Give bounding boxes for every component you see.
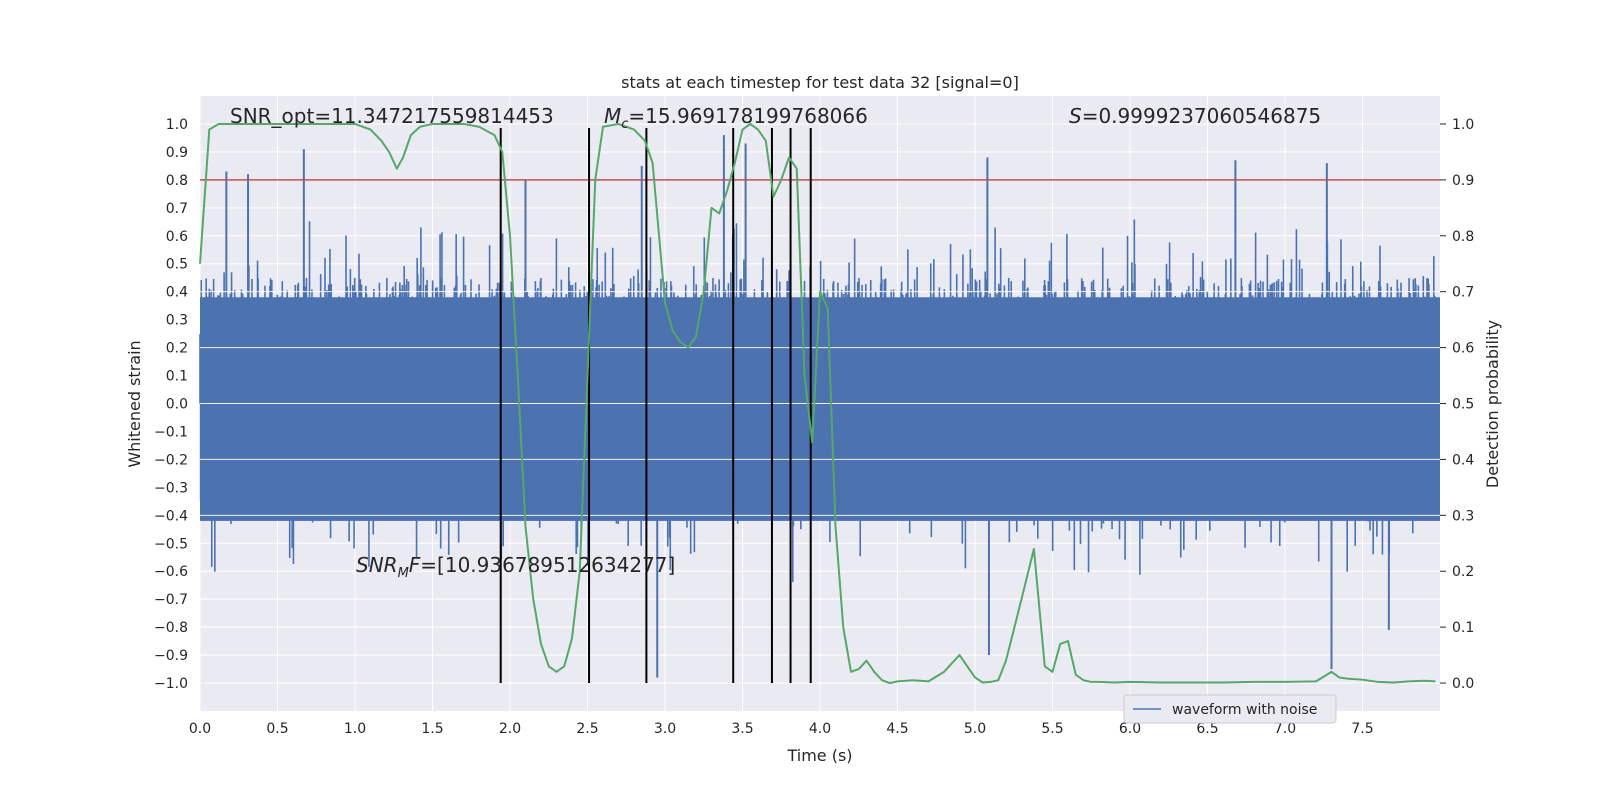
y-tick-label: 0.7 bbox=[166, 201, 188, 217]
y-tick-label: −0.9 bbox=[154, 648, 188, 664]
x-tick-label: 1.5 bbox=[421, 721, 443, 737]
x-tick-label: 0.0 bbox=[189, 721, 211, 737]
y-tick-label: 0.5 bbox=[166, 257, 188, 273]
y2-axis-ticks: 1.0 0.9 0.8 0.7 0.6 0.5 0.4 0.3 0.2 0.1 0.0 bbox=[1440, 117, 1474, 692]
y-tick-label: −0.5 bbox=[154, 536, 188, 552]
y-tick-label: −0.4 bbox=[154, 508, 188, 524]
y-tick-label: −0.3 bbox=[154, 480, 188, 496]
y-tick-label: −0.2 bbox=[154, 452, 188, 468]
snr-mf-annotation: SNRMF=[10.936789512634277] bbox=[356, 553, 675, 581]
y2-tick-label: 0.7 bbox=[1452, 285, 1474, 301]
y-tick-label: −1.0 bbox=[154, 676, 188, 692]
vertical-markers bbox=[499, 127, 812, 684]
x-axis-ticks: 0.0 0.5 1.0 1.5 2.0 2.5 3.0 3.5 4.0 4.5 5.0 5.5 6.0 6… bbox=[189, 721, 1374, 737]
y-tick-label: 0.8 bbox=[166, 173, 188, 189]
legend-label-waveform: waveform with noise bbox=[1172, 702, 1317, 718]
snr-mf-subscript: M bbox=[398, 566, 409, 581]
snr-mf-prefix: SNR bbox=[356, 553, 398, 577]
x-tick-label: 6.5 bbox=[1196, 721, 1218, 737]
waveform-trace bbox=[199, 219, 1438, 583]
y-tick-label: 0.2 bbox=[166, 341, 188, 357]
mc-value: =15.969178199768066 bbox=[628, 104, 867, 128]
x-tick-label: 2.5 bbox=[576, 721, 598, 737]
x-tick-label: 0.5 bbox=[266, 721, 288, 737]
x-tick-label: 7.5 bbox=[1351, 721, 1373, 737]
s-annotation: S=0.9999237060546875 bbox=[1069, 104, 1321, 128]
y2-tick-label: 1.0 bbox=[1452, 117, 1474, 133]
x-tick-label: 7.0 bbox=[1274, 721, 1296, 737]
y2-tick-label: 0.2 bbox=[1452, 564, 1474, 580]
mc-subscript: c bbox=[621, 117, 628, 132]
y-tick-label: 0.6 bbox=[166, 229, 188, 245]
x-tick-label: 1.0 bbox=[344, 721, 366, 737]
y-tick-label: 0.9 bbox=[166, 145, 188, 161]
snr-mf-value: =[10.936789512634277] bbox=[420, 553, 675, 577]
x-tick-label: 3.0 bbox=[654, 721, 676, 737]
snr-opt-annotation: SNR_opt=11.347217559814453 bbox=[230, 104, 554, 128]
legend: waveform with noise bbox=[1123, 694, 1337, 724]
mc-annotation: Mc=15.969178199768066 bbox=[604, 104, 868, 132]
chart-title: stats at each timestep for test data 32 … bbox=[621, 73, 1019, 92]
y-tick-label: 0.1 bbox=[166, 369, 188, 385]
y2-axis-label: Detection probability bbox=[1483, 320, 1502, 488]
s-prefix: S bbox=[1069, 104, 1082, 128]
y-tick-label: −0.6 bbox=[154, 564, 188, 580]
y-axis-ticks: 1.0 0.9 0.8 0.7 0.6 0.5 0.4 0.3 0.2 0.1 0.0 −0.1 −0.… bbox=[154, 117, 188, 692]
y2-tick-label: 0.1 bbox=[1452, 620, 1474, 636]
mc-prefix: M bbox=[604, 104, 621, 128]
y2-tick-label: 0.5 bbox=[1452, 397, 1474, 413]
x-tick-label: 5.5 bbox=[1041, 721, 1063, 737]
waveform-series bbox=[199, 135, 1440, 678]
y2-tick-label: 0.4 bbox=[1452, 452, 1474, 468]
y-axis-label: Whitened strain bbox=[125, 340, 144, 467]
y-tick-label: 0.4 bbox=[166, 285, 188, 301]
y2-tick-label: 0.8 bbox=[1452, 229, 1474, 245]
y2-tick-label: 0.0 bbox=[1452, 676, 1474, 692]
y-tick-label: −0.7 bbox=[154, 592, 188, 608]
x-axis-label: Time (s) bbox=[786, 746, 852, 765]
y2-tick-label: 0.9 bbox=[1452, 173, 1474, 189]
y2-tick-label: 0.3 bbox=[1452, 508, 1474, 524]
snr-mf-suffix: F bbox=[409, 553, 421, 577]
x-tick-label: 4.0 bbox=[809, 721, 831, 737]
legend-box bbox=[1123, 694, 1337, 724]
x-tick-label: 2.0 bbox=[499, 721, 521, 737]
y2-tick-label: 0.6 bbox=[1452, 341, 1474, 357]
y-tick-label: 0.3 bbox=[166, 313, 188, 329]
y-tick-label: −0.8 bbox=[154, 620, 188, 636]
probability-series bbox=[199, 122, 1436, 685]
y-tick-label: 0.0 bbox=[166, 397, 188, 413]
y-tick-label: −0.1 bbox=[154, 424, 188, 440]
x-tick-label: 6.0 bbox=[1119, 721, 1141, 737]
s-value: =0.9999237060546875 bbox=[1082, 104, 1321, 128]
probability-line bbox=[199, 122, 1436, 685]
y-tick-label: 1.0 bbox=[166, 117, 188, 133]
x-tick-label: 4.5 bbox=[886, 721, 908, 737]
x-tick-label: 5.0 bbox=[964, 721, 986, 737]
x-tick-label: 3.5 bbox=[731, 721, 753, 737]
